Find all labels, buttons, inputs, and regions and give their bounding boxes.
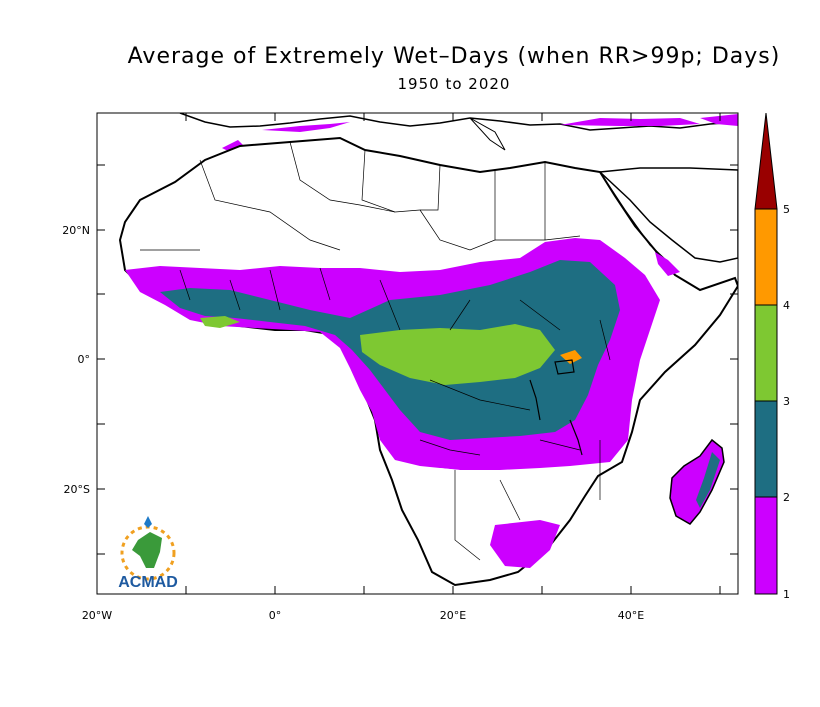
colorbar-label-4: 4 — [783, 299, 790, 312]
lat-label-20s: 20°S — [64, 483, 90, 496]
europe-magenta-patch — [700, 114, 738, 126]
colorbar-label-1: 1 — [783, 588, 790, 601]
lake-victoria — [554, 359, 575, 375]
south-dry-patch — [395, 468, 580, 508]
lake-tanganyika — [529, 379, 541, 421]
red-sea-coast — [599, 171, 669, 263]
lake-malawi — [569, 419, 583, 456]
map-content — [118, 113, 738, 587]
map-frame — [96, 112, 739, 595]
colorbar-segment-4-5 — [754, 208, 778, 306]
band-1-2-south — [490, 520, 560, 568]
madagascar — [669, 438, 725, 525]
lon-label-40e: 40°E — [618, 609, 644, 622]
lon-label-20w: 20°W — [82, 609, 112, 622]
italy-coast — [469, 117, 506, 151]
lon-ticks — [96, 113, 721, 594]
acmad-logo: ACMAD — [118, 516, 178, 591]
acmad-logo-text: ACMAD — [118, 574, 178, 591]
colorbar — [754, 112, 778, 595]
europe-coastline — [179, 113, 738, 131]
colorbar-segment-1-2 — [754, 496, 778, 595]
arabia-land — [598, 167, 738, 263]
lon-label-0: 0° — [269, 609, 282, 622]
colorbar-segment-2-3 — [754, 400, 778, 498]
lat-label-0: 0° — [78, 353, 91, 366]
country-borders — [140, 141, 611, 561]
red-sea-patch — [655, 252, 680, 276]
europe-magenta-patch — [222, 140, 244, 152]
colorbar-label-2: 2 — [783, 491, 790, 504]
lon-label-20e: 20°E — [440, 609, 466, 622]
band-3-4 — [360, 324, 555, 385]
europe-magenta-patch — [560, 118, 700, 126]
band-4-5 — [560, 350, 582, 364]
colorbar-label-5: 5 — [783, 203, 790, 216]
madagascar-teal — [696, 452, 720, 508]
band-3-4-west — [200, 316, 240, 328]
map-subtitle: 1950 to 2020 — [397, 75, 511, 93]
europe-magenta-patch — [262, 122, 350, 132]
lat-label-20n: 20°N — [62, 224, 90, 237]
map-title: Average of Extremely Wet–Days (when RR>9… — [127, 44, 781, 69]
colorbar-segment-3-4 — [754, 304, 778, 402]
colorbar-arrow-above-5 — [754, 112, 778, 210]
colorbar-label-3: 3 — [783, 395, 790, 408]
lat-ticks — [97, 164, 738, 555]
